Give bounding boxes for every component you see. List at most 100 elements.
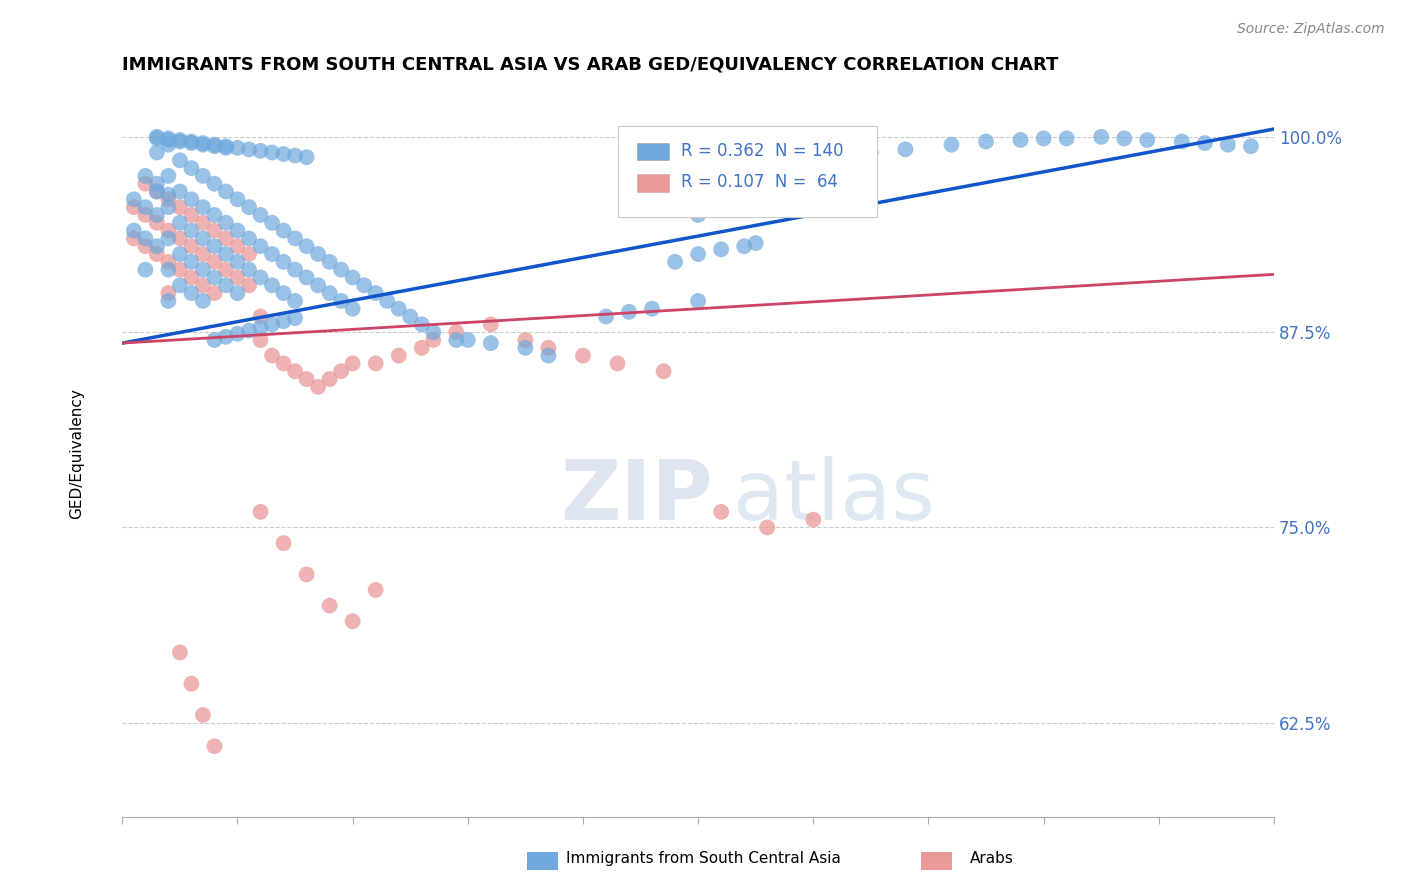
Point <box>1090 129 1112 144</box>
Point <box>330 364 353 378</box>
Point <box>215 216 238 230</box>
Point <box>515 333 537 347</box>
Point <box>249 144 271 158</box>
Point <box>134 177 156 191</box>
Text: IMMIGRANTS FROM SOUTH CENTRAL ASIA VS ARAB GED/EQUIVALENCY CORRELATION CHART: IMMIGRANTS FROM SOUTH CENTRAL ASIA VS AR… <box>122 55 1059 73</box>
Point <box>273 356 295 370</box>
Text: atlas: atlas <box>733 457 935 537</box>
Point <box>295 150 318 164</box>
Point <box>157 262 180 277</box>
Text: Immigrants from South Central Asia: Immigrants from South Central Asia <box>565 851 841 865</box>
Point <box>744 236 766 251</box>
Point <box>422 325 444 339</box>
Point <box>146 216 169 230</box>
Point <box>146 131 169 145</box>
Point <box>284 262 307 277</box>
Point <box>215 231 238 245</box>
Point <box>617 305 640 319</box>
Point <box>710 243 733 257</box>
Point <box>284 293 307 308</box>
Point <box>284 311 307 326</box>
Point <box>215 330 238 344</box>
Point <box>191 137 214 152</box>
Point <box>273 224 295 238</box>
Point <box>226 141 249 155</box>
Point <box>273 255 295 269</box>
Point <box>180 192 202 206</box>
Point <box>399 310 422 324</box>
Point <box>1171 135 1194 149</box>
Point <box>249 239 271 253</box>
Point <box>169 135 191 149</box>
Point <box>411 341 433 355</box>
Point <box>342 614 364 628</box>
Point <box>249 270 271 285</box>
Point <box>215 141 238 155</box>
Text: ZIP: ZIP <box>560 457 713 537</box>
Point <box>364 582 387 597</box>
Point <box>180 286 202 301</box>
Point <box>215 139 238 153</box>
Point <box>238 142 260 156</box>
Point <box>364 356 387 370</box>
Point <box>537 349 560 363</box>
Point <box>295 567 318 582</box>
Point <box>1194 136 1216 150</box>
Point <box>249 208 271 222</box>
Point <box>146 185 169 199</box>
Point <box>204 137 226 152</box>
Point <box>191 293 214 308</box>
Point <box>226 286 249 301</box>
Point <box>446 333 468 347</box>
Point <box>134 200 156 214</box>
Point <box>318 286 340 301</box>
Point <box>146 185 169 199</box>
Point <box>169 262 191 277</box>
Point <box>204 239 226 253</box>
Point <box>1114 131 1136 145</box>
Point <box>238 324 260 338</box>
Point <box>180 136 202 150</box>
Point <box>204 177 226 191</box>
Point <box>801 513 824 527</box>
Point <box>157 255 180 269</box>
Point <box>249 310 271 324</box>
Point <box>295 372 318 386</box>
Point <box>295 270 318 285</box>
Point <box>388 301 411 316</box>
Point <box>375 293 398 308</box>
FancyBboxPatch shape <box>617 127 876 217</box>
Point <box>134 231 156 245</box>
Point <box>342 356 364 370</box>
Point <box>122 192 145 206</box>
Point <box>157 137 180 152</box>
Point <box>537 341 560 355</box>
Point <box>215 262 238 277</box>
Point <box>169 278 191 293</box>
Point <box>157 224 180 238</box>
Point <box>768 169 790 183</box>
Point <box>215 247 238 261</box>
Point <box>157 286 180 301</box>
Point <box>1032 131 1054 145</box>
Point <box>226 270 249 285</box>
Point <box>191 216 214 230</box>
Point <box>515 341 537 355</box>
Text: GED/Equivalency: GED/Equivalency <box>69 388 84 518</box>
Point <box>180 239 202 253</box>
Text: Arabs: Arabs <box>970 851 1014 865</box>
Point <box>169 185 191 199</box>
Point <box>1136 133 1159 147</box>
Point <box>479 336 502 351</box>
Point <box>191 262 214 277</box>
Point <box>122 231 145 245</box>
Point <box>169 645 191 659</box>
Point <box>226 239 249 253</box>
Point <box>146 129 169 144</box>
Point <box>191 169 214 183</box>
Point <box>295 239 318 253</box>
Point <box>169 133 191 147</box>
Point <box>204 208 226 222</box>
Point <box>307 247 329 261</box>
Point <box>446 325 468 339</box>
